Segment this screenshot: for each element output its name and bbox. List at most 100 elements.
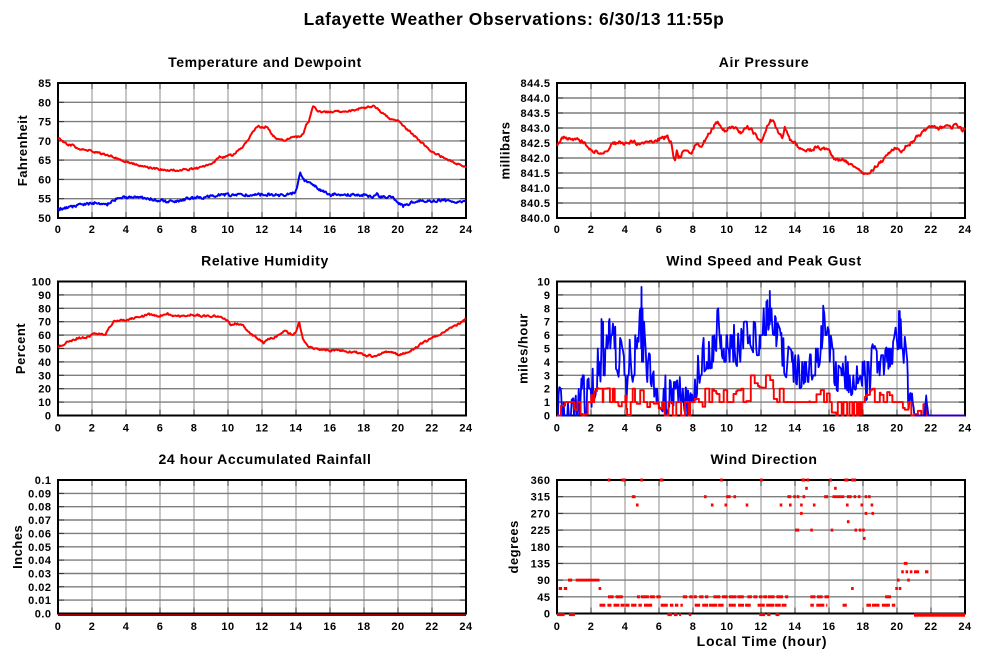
- svg-text:14: 14: [289, 621, 303, 633]
- svg-text:6: 6: [656, 224, 663, 236]
- svg-text:18: 18: [856, 621, 869, 633]
- svg-text:8: 8: [191, 423, 198, 435]
- svg-text:180: 180: [531, 542, 551, 554]
- svg-text:844.0: 844.0: [520, 93, 550, 105]
- svg-text:8: 8: [544, 303, 551, 315]
- svg-text:844.5: 844.5: [520, 78, 550, 90]
- svg-text:16: 16: [323, 224, 336, 236]
- svg-text:8: 8: [690, 224, 697, 236]
- svg-text:0.01: 0.01: [28, 595, 51, 607]
- svg-text:6: 6: [157, 423, 164, 435]
- svg-text:14: 14: [788, 621, 802, 633]
- svg-text:841.5: 841.5: [520, 168, 550, 180]
- svg-text:0.1: 0.1: [35, 475, 52, 487]
- svg-text:0.06: 0.06: [28, 528, 51, 540]
- svg-text:10: 10: [720, 621, 733, 633]
- svg-text:12: 12: [754, 423, 767, 435]
- svg-text:0: 0: [554, 423, 561, 435]
- svg-text:14: 14: [289, 224, 303, 236]
- svg-text:Relative Humidity: Relative Humidity: [201, 253, 329, 269]
- svg-text:841.0: 841.0: [520, 183, 550, 195]
- svg-text:20: 20: [391, 621, 404, 633]
- svg-text:22: 22: [924, 224, 937, 236]
- svg-text:8: 8: [690, 423, 697, 435]
- svg-text:0: 0: [55, 621, 62, 633]
- svg-text:6: 6: [656, 621, 663, 633]
- svg-text:18: 18: [357, 621, 370, 633]
- svg-text:16: 16: [822, 621, 835, 633]
- svg-text:12: 12: [255, 224, 268, 236]
- svg-text:10: 10: [720, 224, 733, 236]
- svg-text:6: 6: [656, 423, 663, 435]
- svg-text:22: 22: [425, 423, 438, 435]
- svg-text:80: 80: [38, 97, 51, 109]
- svg-text:270: 270: [531, 508, 551, 520]
- svg-text:10: 10: [221, 423, 234, 435]
- svg-text:4: 4: [123, 621, 130, 633]
- svg-text:90: 90: [38, 290, 51, 302]
- svg-text:60: 60: [38, 174, 51, 186]
- svg-text:7: 7: [544, 317, 551, 329]
- svg-text:225: 225: [531, 525, 551, 537]
- svg-text:16: 16: [323, 621, 336, 633]
- svg-text:840.5: 840.5: [520, 198, 550, 210]
- svg-text:75: 75: [38, 117, 51, 129]
- svg-text:0: 0: [544, 411, 551, 423]
- svg-text:22: 22: [924, 621, 937, 633]
- svg-text:Percent: Percent: [13, 323, 28, 374]
- svg-text:14: 14: [289, 423, 303, 435]
- svg-text:0: 0: [55, 224, 62, 236]
- svg-text:0.0: 0.0: [35, 609, 52, 621]
- svg-text:10: 10: [537, 277, 550, 289]
- svg-text:Fahrenheit: Fahrenheit: [15, 115, 30, 187]
- svg-text:Wind Direction: Wind Direction: [710, 451, 817, 467]
- svg-text:135: 135: [531, 558, 551, 570]
- svg-text:20: 20: [391, 224, 404, 236]
- svg-text:Local Time (hour): Local Time (hour): [697, 633, 828, 649]
- svg-text:842.5: 842.5: [520, 138, 550, 150]
- svg-text:20: 20: [38, 384, 51, 396]
- svg-text:840.0: 840.0: [520, 213, 550, 225]
- svg-text:24: 24: [958, 423, 972, 435]
- svg-text:18: 18: [357, 423, 370, 435]
- svg-text:0: 0: [55, 423, 62, 435]
- svg-text:4: 4: [123, 423, 130, 435]
- svg-text:20: 20: [890, 423, 903, 435]
- svg-text:20: 20: [890, 224, 903, 236]
- svg-text:2: 2: [588, 224, 595, 236]
- svg-text:5: 5: [544, 344, 551, 356]
- svg-text:24 hour Accumulated Rainfall: 24 hour Accumulated Rainfall: [158, 451, 371, 467]
- svg-text:45: 45: [537, 592, 550, 604]
- svg-text:Air Pressure: Air Pressure: [719, 54, 809, 70]
- svg-text:80: 80: [38, 303, 51, 315]
- svg-text:315: 315: [531, 492, 551, 504]
- svg-text:843.5: 843.5: [520, 108, 550, 120]
- svg-text:3: 3: [544, 370, 551, 382]
- svg-text:Inches: Inches: [10, 525, 25, 569]
- svg-text:24: 24: [958, 621, 972, 633]
- svg-text:8: 8: [690, 621, 697, 633]
- svg-text:4: 4: [622, 423, 629, 435]
- svg-text:0.09: 0.09: [28, 488, 51, 500]
- svg-text:40: 40: [38, 357, 51, 369]
- svg-text:miles/hour: miles/hour: [516, 313, 531, 384]
- svg-text:6: 6: [157, 224, 164, 236]
- svg-text:millibars: millibars: [498, 122, 513, 180]
- svg-text:2: 2: [89, 621, 96, 633]
- svg-text:360: 360: [531, 475, 551, 487]
- svg-text:8: 8: [191, 224, 198, 236]
- svg-text:90: 90: [537, 575, 550, 587]
- svg-text:16: 16: [822, 423, 835, 435]
- svg-text:22: 22: [425, 224, 438, 236]
- svg-text:0: 0: [554, 621, 561, 633]
- svg-text:Wind Speed and Peak Gust: Wind Speed and Peak Gust: [666, 253, 862, 269]
- svg-text:50: 50: [38, 213, 51, 225]
- svg-text:16: 16: [822, 224, 835, 236]
- svg-text:14: 14: [788, 224, 802, 236]
- svg-text:1: 1: [544, 397, 551, 409]
- svg-text:2: 2: [588, 621, 595, 633]
- svg-text:4: 4: [123, 224, 130, 236]
- svg-text:4: 4: [544, 357, 551, 369]
- svg-text:0: 0: [45, 411, 52, 423]
- svg-text:842.0: 842.0: [520, 153, 550, 165]
